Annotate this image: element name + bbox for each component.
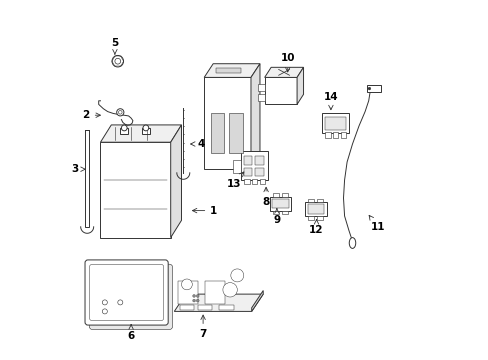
Circle shape: [367, 87, 370, 90]
Bar: [120, 128, 128, 134]
FancyBboxPatch shape: [85, 260, 168, 325]
Bar: [204, 77, 250, 169]
Bar: [366, 85, 380, 92]
Bar: [197, 305, 212, 310]
Bar: [259, 179, 265, 184]
Text: 11: 11: [368, 215, 384, 232]
Text: 4: 4: [190, 139, 204, 149]
Bar: [142, 128, 149, 134]
Bar: [340, 132, 346, 138]
Text: 1: 1: [192, 206, 217, 216]
Circle shape: [118, 111, 122, 114]
Bar: [178, 281, 197, 304]
Bar: [255, 168, 264, 176]
Circle shape: [192, 299, 195, 302]
Bar: [179, 305, 194, 310]
Bar: [244, 168, 252, 176]
Text: 6: 6: [127, 325, 135, 341]
Circle shape: [102, 300, 107, 305]
FancyBboxPatch shape: [89, 264, 172, 329]
Circle shape: [196, 294, 199, 297]
Circle shape: [115, 58, 121, 64]
Bar: [281, 211, 287, 214]
Circle shape: [121, 125, 127, 131]
Bar: [258, 84, 264, 91]
Bar: [332, 132, 338, 138]
Bar: [316, 199, 323, 202]
Bar: [307, 216, 314, 220]
Bar: [241, 151, 267, 180]
Polygon shape: [174, 294, 263, 311]
Bar: [272, 199, 288, 208]
Bar: [307, 204, 324, 214]
Bar: [255, 156, 264, 165]
Circle shape: [118, 300, 122, 305]
Ellipse shape: [348, 238, 355, 248]
Bar: [229, 113, 243, 153]
Bar: [244, 179, 249, 184]
Bar: [272, 211, 279, 214]
Text: 5: 5: [111, 38, 118, 54]
Circle shape: [192, 294, 195, 297]
Bar: [232, 160, 241, 173]
Text: 9: 9: [273, 209, 280, 225]
Bar: [269, 197, 291, 211]
Text: 14: 14: [323, 92, 338, 110]
Text: 7: 7: [199, 315, 206, 339]
Polygon shape: [250, 64, 260, 169]
Text: 2: 2: [82, 110, 100, 120]
Text: 13: 13: [226, 172, 244, 189]
Bar: [272, 193, 279, 197]
Text: 10: 10: [280, 53, 294, 72]
Text: 3: 3: [72, 164, 85, 174]
Circle shape: [196, 299, 199, 302]
Bar: [321, 113, 348, 133]
Circle shape: [112, 55, 123, 67]
Bar: [85, 130, 89, 227]
Text: 12: 12: [308, 220, 323, 235]
Bar: [305, 202, 326, 216]
Circle shape: [142, 125, 148, 131]
Bar: [204, 281, 224, 304]
Circle shape: [223, 283, 237, 297]
Polygon shape: [204, 64, 260, 77]
Bar: [210, 113, 224, 153]
Bar: [316, 216, 323, 220]
Circle shape: [102, 309, 107, 314]
Polygon shape: [296, 67, 303, 104]
Bar: [244, 156, 252, 165]
Text: 8: 8: [262, 187, 269, 207]
Polygon shape: [170, 125, 181, 238]
Bar: [251, 179, 257, 184]
Bar: [281, 193, 287, 197]
FancyBboxPatch shape: [89, 265, 163, 320]
Polygon shape: [101, 125, 181, 142]
Polygon shape: [264, 67, 303, 77]
Circle shape: [181, 279, 192, 290]
Bar: [219, 305, 233, 310]
Bar: [324, 117, 345, 130]
Polygon shape: [251, 291, 263, 311]
Circle shape: [117, 109, 123, 116]
Bar: [324, 132, 330, 138]
Bar: [307, 199, 314, 202]
Bar: [264, 77, 296, 104]
Bar: [101, 142, 170, 238]
Circle shape: [230, 269, 244, 282]
Bar: [258, 94, 264, 101]
Bar: [215, 68, 241, 73]
